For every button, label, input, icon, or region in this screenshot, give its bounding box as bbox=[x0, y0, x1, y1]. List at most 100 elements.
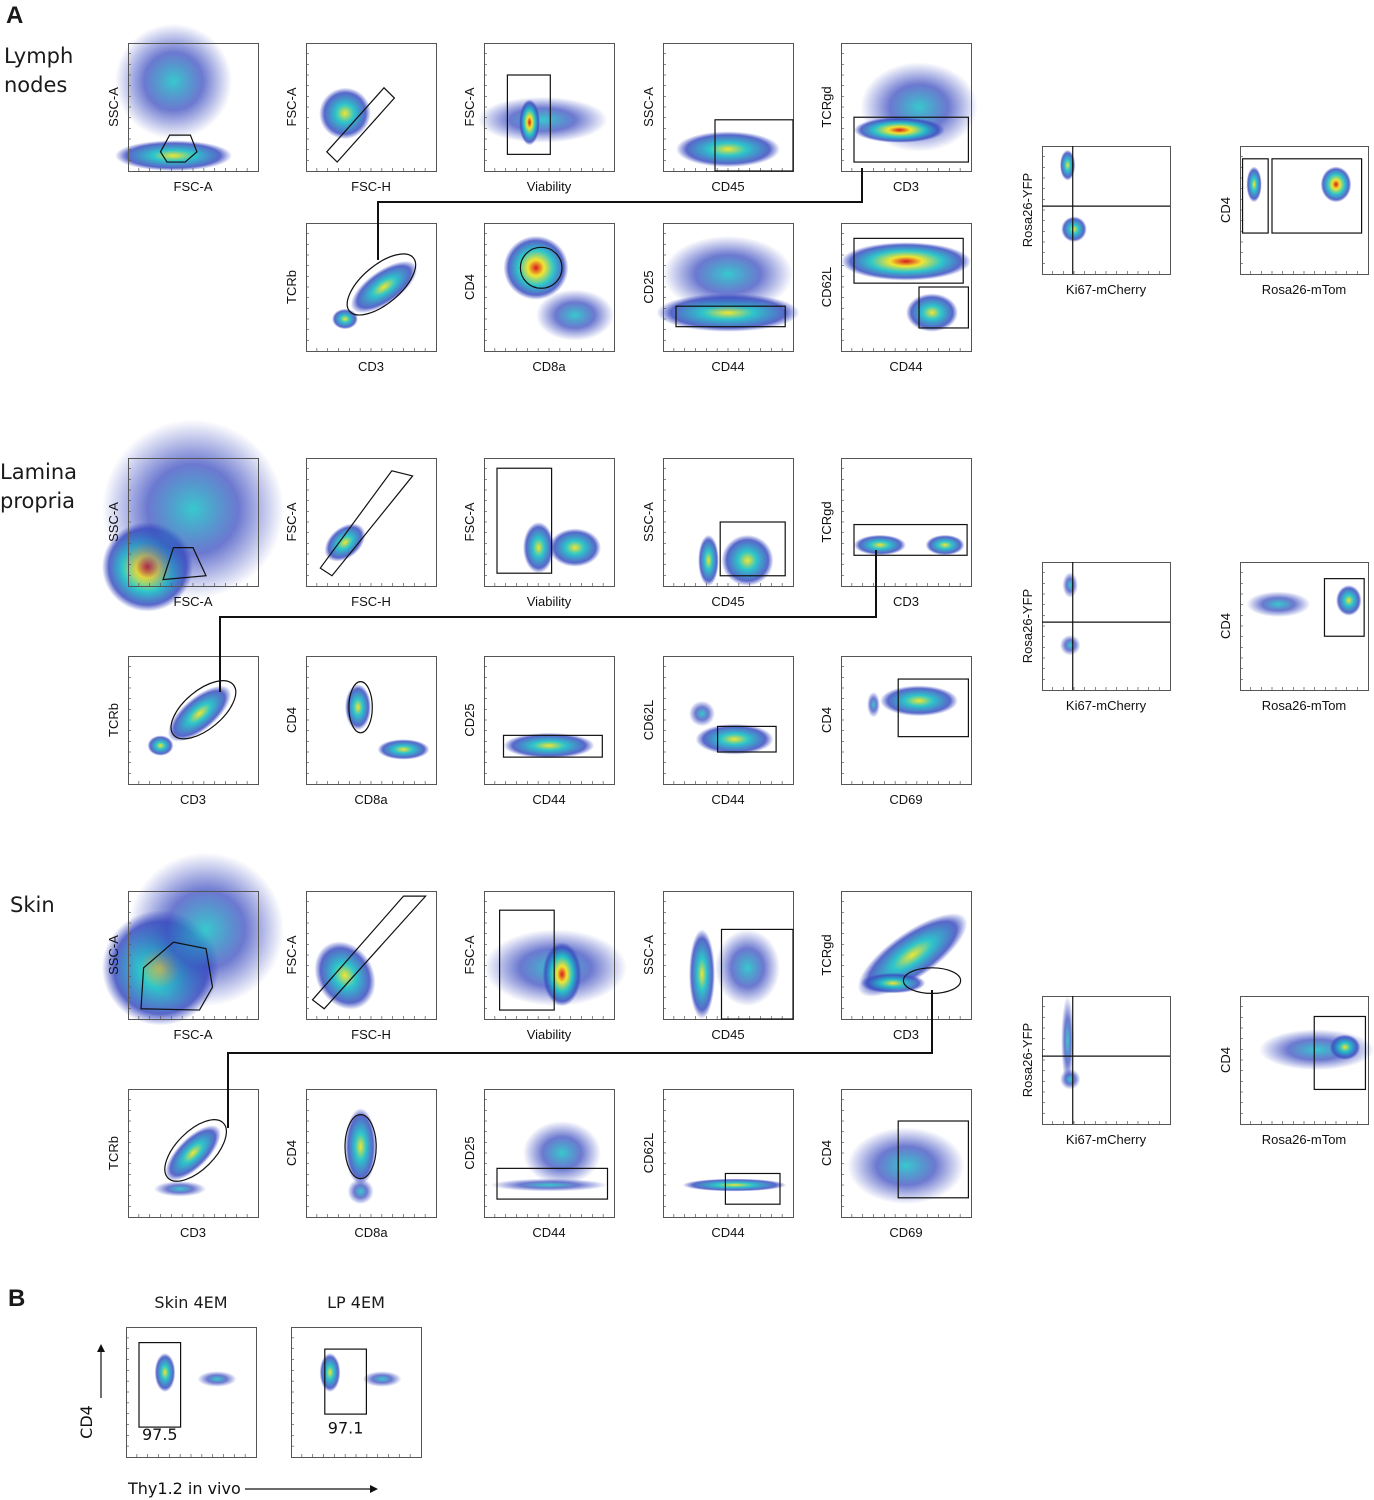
gate-rectangle bbox=[1271, 158, 1363, 234]
skin-row2-plot-1: CD3 TCRb bbox=[98, 1089, 260, 1245]
panel-letter-a: A bbox=[6, 2, 24, 29]
lymph_nodes-row2-plot-3: CD44 CD25 bbox=[633, 223, 800, 379]
density-cluster bbox=[1061, 216, 1087, 242]
gate-ellipse bbox=[164, 1119, 227, 1182]
lamina_propria-row1-plot-1: FSC-A SSC-A bbox=[98, 419, 284, 614]
panel-b-plot-2: 97.1 bbox=[261, 1327, 423, 1485]
x-axis-label: CD8a bbox=[354, 1225, 388, 1240]
lamina_propria-reporter-plot-1: Ki67-mCherry Rosa26-YFP bbox=[1012, 562, 1172, 718]
x-axis-label: FSC-A bbox=[174, 594, 213, 609]
y-axis-label: SSC-A bbox=[106, 935, 121, 975]
y-axis-label: CD4 bbox=[1218, 613, 1233, 639]
y-axis-label: FSC-A bbox=[462, 502, 477, 541]
density-cluster bbox=[721, 534, 774, 586]
y-axis-label: CD62L bbox=[641, 700, 656, 740]
x-axis-label: CD45 bbox=[711, 594, 744, 609]
plot-frame bbox=[484, 458, 615, 587]
density-cluster bbox=[1246, 166, 1262, 203]
density-cluster bbox=[1246, 591, 1311, 618]
gate-rectangle bbox=[853, 523, 968, 556]
density-cluster bbox=[490, 1178, 608, 1192]
x-axis-label: FSC-H bbox=[351, 1027, 391, 1042]
density-cluster bbox=[695, 723, 774, 755]
density-cluster bbox=[860, 972, 926, 994]
y-axis-label: CD4 bbox=[462, 274, 477, 300]
y-axis-label: Rosa26-YFP bbox=[1020, 1023, 1035, 1097]
x-axis-label: CD45 bbox=[711, 179, 744, 194]
x-axis-label: CD45 bbox=[711, 1027, 744, 1042]
gate-rectangle bbox=[138, 1342, 182, 1428]
y-axis-label: SSC-A bbox=[106, 502, 121, 542]
density-cluster bbox=[854, 117, 945, 143]
plot-frame bbox=[306, 223, 437, 352]
panel-letter-b: B bbox=[8, 1285, 26, 1312]
lymph_nodes-reporter-plot-2: Rosa26-mTom CD4 bbox=[1210, 146, 1370, 302]
x-axis-label: Ki67-mCherry bbox=[1066, 1132, 1147, 1147]
plot-frame bbox=[1042, 146, 1171, 275]
y-axis-label: CD62L bbox=[819, 267, 834, 307]
density-cluster bbox=[1320, 166, 1352, 203]
density-cluster bbox=[1059, 1068, 1081, 1090]
gate-rectangle bbox=[675, 305, 786, 328]
gate-rectangle bbox=[1241, 158, 1269, 234]
density-cluster bbox=[676, 131, 780, 168]
y-axis-label: CD4 bbox=[284, 707, 299, 733]
y-axis-label: Rosa26-YFP bbox=[1020, 173, 1035, 247]
density-cluster bbox=[115, 140, 232, 171]
density-cluster bbox=[154, 1353, 176, 1392]
density-cluster bbox=[154, 1181, 206, 1197]
y-axis-label: CD4 bbox=[819, 707, 834, 733]
density-cluster bbox=[841, 242, 971, 281]
gate-rectangle bbox=[853, 116, 970, 163]
density-cluster bbox=[1336, 585, 1362, 616]
lymph_nodes-row1-plot-2: FSC-H FSC-A bbox=[276, 43, 438, 199]
density-cluster bbox=[350, 260, 418, 314]
y-axis-label: TCRgd bbox=[819, 501, 834, 542]
y-axis-label: FSC-A bbox=[462, 87, 477, 126]
panel-b-plot-title: LP 4EM bbox=[327, 1293, 385, 1312]
lymph_nodes-row2-plot-1: CD3 TCRb bbox=[276, 223, 438, 379]
y-axis-label: Rosa26-YFP bbox=[1020, 589, 1035, 663]
x-axis-label: CD8a bbox=[354, 792, 388, 807]
plot-frame bbox=[841, 458, 972, 587]
density-cluster bbox=[503, 732, 595, 759]
skin-row2-plot-3: CD44 CD25 bbox=[454, 1089, 616, 1245]
gate-rectangle bbox=[724, 1172, 781, 1205]
plot-frame bbox=[306, 43, 437, 172]
plot-frame bbox=[484, 656, 615, 785]
y-axis-label: CD62L bbox=[641, 1133, 656, 1173]
x-axis-label: CD8a bbox=[532, 359, 566, 374]
lamina_propria-row1-plot-3: Viability FSC-A bbox=[454, 458, 616, 614]
x-axis-label: Rosa26-mTom bbox=[1262, 698, 1347, 713]
y-axis-label: TCRgd bbox=[819, 86, 834, 127]
x-axis-label: FSC-H bbox=[351, 179, 391, 194]
density-cluster bbox=[362, 1371, 402, 1387]
density-cluster bbox=[698, 534, 719, 586]
y-axis-label: TCRb bbox=[106, 1136, 121, 1170]
skin-reporter-plot-2: Rosa26-mTom CD4 bbox=[1210, 996, 1374, 1152]
density-cluster bbox=[165, 1125, 221, 1181]
density-cluster bbox=[147, 735, 174, 756]
x-axis-label: CD44 bbox=[889, 359, 922, 374]
density-cluster bbox=[689, 700, 715, 727]
y-axis-label: SSC-A bbox=[641, 87, 656, 127]
x-axis-label: CD44 bbox=[532, 792, 565, 807]
skin-row1-plot-1: FSC-A SSC-A bbox=[98, 852, 284, 1047]
gate-rectangle bbox=[1313, 1015, 1367, 1091]
density-cluster bbox=[197, 1371, 237, 1387]
skin-row1-plot-4: CD45 SSC-A bbox=[633, 891, 795, 1047]
plot-frame bbox=[306, 656, 437, 785]
density-cluster bbox=[542, 942, 582, 1007]
density-cluster bbox=[377, 739, 430, 760]
lamina_propria-reporter-plot-2: Rosa26-mTom CD4 bbox=[1210, 562, 1370, 718]
lymph_nodes-row1-plot-4: CD45 SSC-A bbox=[633, 43, 795, 199]
y-axis-label: TCRgd bbox=[819, 934, 834, 975]
gate-rectangle bbox=[502, 734, 603, 758]
lymph_nodes-row1-plot-1: FSC-A SSC-A bbox=[98, 23, 260, 199]
plot-frame bbox=[663, 1089, 794, 1218]
plot-frame bbox=[1240, 562, 1369, 691]
density-cluster bbox=[549, 528, 601, 567]
density-cluster bbox=[854, 534, 906, 556]
density-cluster bbox=[1059, 149, 1076, 181]
gate-rectangle bbox=[897, 678, 969, 738]
